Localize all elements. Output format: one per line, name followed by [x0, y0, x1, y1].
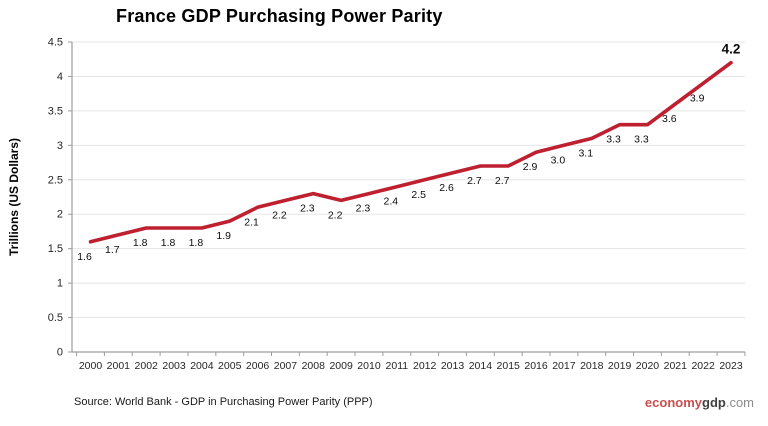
- data-label-2011: 2.4: [384, 196, 399, 208]
- data-label-2019: 3.3: [606, 134, 621, 146]
- y-tick-label-2: 2: [57, 209, 63, 221]
- x-tick-label-2020: 2020: [636, 360, 660, 372]
- x-tick-label-2003: 2003: [162, 360, 186, 372]
- data-label-2021: 3.6: [662, 113, 677, 125]
- x-tick-label-2005: 2005: [218, 360, 242, 372]
- x-tick-label-2012: 2012: [413, 360, 437, 372]
- chart-title: France GDP Purchasing Power Parity: [116, 6, 443, 26]
- x-tick-label-2021: 2021: [664, 360, 688, 372]
- y-tick-label-4: 4: [57, 71, 63, 83]
- y-tick-label-3.5: 3.5: [48, 105, 63, 117]
- x-tick-label-2016: 2016: [524, 360, 548, 372]
- data-label-2005: 1.9: [216, 230, 231, 242]
- x-tick-label-2008: 2008: [302, 360, 326, 372]
- data-label-2001: 1.7: [105, 244, 120, 256]
- x-tick-label-2002: 2002: [135, 360, 159, 372]
- x-tick-label-2019: 2019: [608, 360, 632, 372]
- x-tick-label-2006: 2006: [246, 360, 270, 372]
- x-tick-label-2017: 2017: [552, 360, 576, 372]
- y-tick-label-4.5: 4.5: [48, 37, 63, 49]
- x-tick-label-2001: 2001: [107, 360, 131, 372]
- x-tick-label-2004: 2004: [190, 360, 214, 372]
- x-tick-label-2011: 2011: [386, 360, 409, 372]
- data-label-2017: 3.0: [551, 154, 566, 166]
- y-tick-label-3: 3: [57, 140, 63, 152]
- y-tick-label-2.5: 2.5: [48, 174, 63, 186]
- data-label-2015: 2.7: [495, 175, 510, 187]
- data-label-2007: 2.2: [272, 209, 287, 221]
- data-label-2009: 2.2: [328, 209, 343, 221]
- logo-domain-text: .com: [725, 395, 754, 410]
- x-tick-label-2018: 2018: [580, 360, 604, 372]
- data-label-2016: 2.9: [523, 161, 538, 173]
- data-label-2022: 3.9: [690, 92, 705, 104]
- data-label-2023: 4.2: [722, 42, 741, 57]
- logo-gdp-text: gdp: [702, 395, 726, 410]
- data-label-2013: 2.6: [439, 182, 454, 194]
- data-label-2020: 3.3: [634, 134, 649, 146]
- x-tick-label-2014: 2014: [469, 360, 493, 372]
- y-tick-label-0.5: 0.5: [48, 312, 63, 324]
- data-label-2002: 1.8: [133, 237, 148, 249]
- data-label-2010: 2.3: [356, 203, 371, 215]
- y-tick-label-1: 1: [57, 278, 63, 290]
- data-label-2014: 2.7: [467, 175, 482, 187]
- y-tick-label-0: 0: [57, 347, 63, 359]
- data-label-2004: 1.8: [189, 237, 204, 249]
- data-label-2008: 2.3: [300, 203, 315, 215]
- data-label-2000: 1.6: [77, 251, 92, 263]
- x-tick-label-2010: 2010: [357, 360, 381, 372]
- source-note: Source: World Bank - GDP in Purchasing P…: [74, 396, 373, 408]
- y-tick-label-1.5: 1.5: [48, 243, 63, 255]
- logo-economy-text: economy: [644, 395, 702, 410]
- data-label-2018: 3.1: [578, 147, 593, 159]
- site-logo[interactable]: economygdp.com: [645, 395, 754, 410]
- data-label-2003: 1.8: [161, 237, 176, 249]
- x-tick-label-2022: 2022: [691, 360, 715, 372]
- data-label-2012: 2.5: [411, 189, 426, 201]
- x-tick-label-2009: 2009: [329, 360, 353, 372]
- x-tick-label-2015: 2015: [497, 360, 521, 372]
- data-label-2006: 2.1: [244, 216, 259, 228]
- x-tick-label-2013: 2013: [441, 360, 465, 372]
- x-tick-label-2000: 2000: [79, 360, 103, 372]
- x-tick-label-2007: 2007: [274, 360, 298, 372]
- gdp-series-line: [88, 60, 733, 244]
- x-tick-label-2023: 2023: [719, 360, 743, 372]
